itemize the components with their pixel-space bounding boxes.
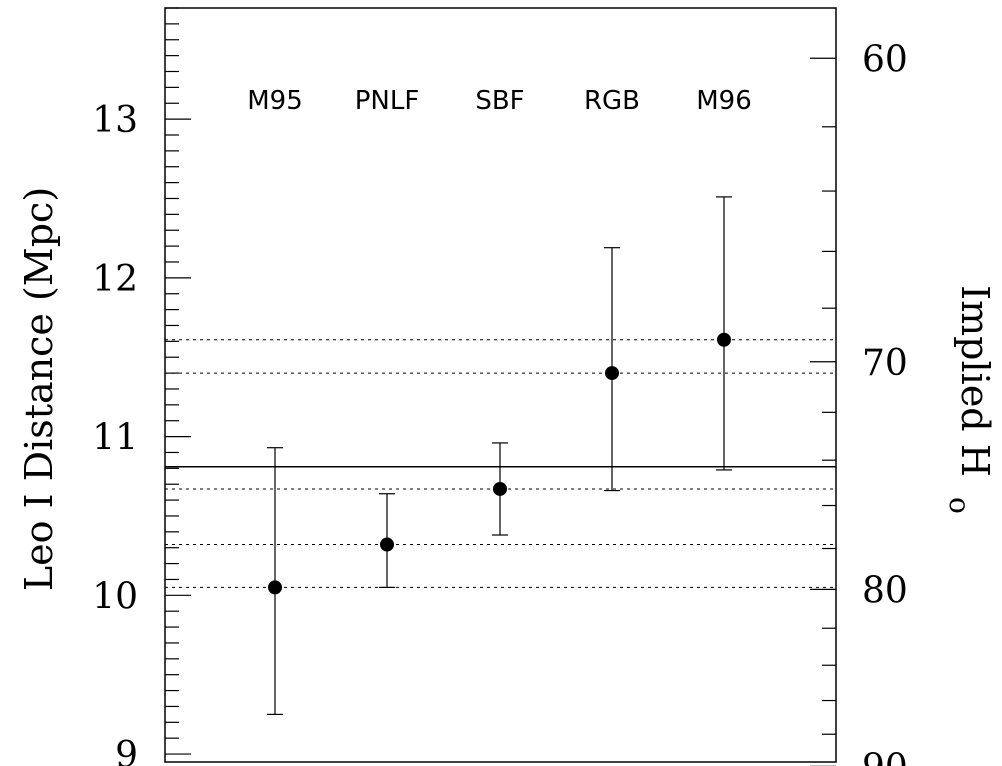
y2-axis-label: Implied H: [953, 285, 997, 477]
category-label: SBF: [475, 86, 524, 116]
y-tick-label: 10: [92, 576, 138, 617]
data-marker: [268, 580, 282, 595]
category-labels: M95 PNLF SBF RGB M96: [247, 86, 752, 116]
data-marker: [605, 366, 619, 381]
y-tick-label: 12: [92, 259, 138, 300]
plot-border: [164, 7, 837, 763]
y-tick-label: 13: [92, 100, 138, 141]
plot-frame: [164, 7, 837, 763]
data-marker: [493, 481, 507, 496]
category-label: M96: [696, 86, 752, 116]
axis-ticks: [165, 7, 836, 766]
y2-tick-label: 90: [862, 747, 908, 766]
category-label: PNLF: [355, 86, 420, 116]
y2-tick-label: 60: [862, 39, 908, 80]
y2-tick-label: 70: [862, 343, 908, 384]
tick-labels: 9 10 11 12 13 60 70 80 90: [92, 39, 908, 766]
y-axis-label: Leo I Distance (Mpc): [17, 187, 61, 591]
data-marker: [717, 332, 731, 347]
data-point-m95: [267, 447, 283, 715]
y2-axis-label-subscript: o: [943, 497, 976, 514]
data-point-sbf: [492, 442, 508, 536]
data-point-m96: [716, 196, 732, 471]
data-point-pnlf: [379, 493, 395, 588]
y-tick-label: 11: [92, 418, 138, 459]
category-label: M95: [247, 86, 303, 116]
y-tick-label: 9: [115, 735, 138, 766]
data-points: [267, 196, 732, 715]
data-marker: [380, 537, 394, 552]
data-point-rgb: [604, 247, 620, 492]
y2-tick-label: 80: [862, 570, 908, 611]
y2-axis-title: Implied H o: [943, 285, 997, 514]
category-label: RGB: [584, 86, 640, 116]
